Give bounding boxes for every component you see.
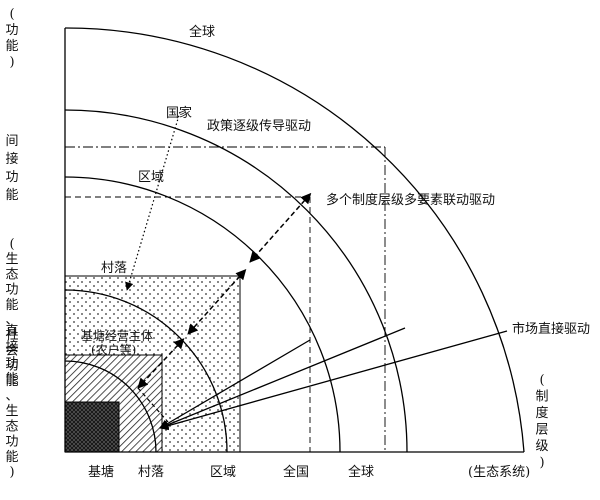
axis-left-eco-social-char: 功 — [5, 435, 18, 450]
entity-sublabel: (农户等) — [91, 342, 136, 357]
market-arrow-1 — [159, 330, 508, 431]
axis-left-eco-social-char: 功 — [5, 359, 18, 374]
axis-left-top-char: 功 — [5, 23, 18, 38]
axis-left-eco-social-char: 态 — [5, 267, 18, 282]
arc-label-region: 区域 — [138, 170, 164, 185]
axis-left-top-char: ) — [9, 55, 14, 70]
arc-village — [64, 289, 228, 453]
axis-left-eco-social-char: 生 — [5, 252, 18, 267]
axis-left-eco-social-char: 社 — [5, 327, 18, 343]
axis-right-char: 度 — [535, 405, 548, 421]
axis-left-eco-social-char: 能 — [5, 298, 18, 313]
axis-left-eco-social-char: 态 — [5, 419, 18, 434]
axis-left-eco-social-char: 、 — [5, 313, 18, 328]
axis-left-top-char: ( — [9, 7, 14, 22]
bottom-label: 全球 — [348, 464, 374, 480]
axis-right-char: ) — [539, 456, 544, 471]
multi-label: 多个制度层级多要素联动驱动 — [326, 192, 495, 208]
market-arrow-3 — [159, 339, 311, 429]
axis-left-eco-social-char: 、 — [5, 389, 18, 404]
market-arrow-2 — [159, 327, 406, 430]
bottom-label: 村落 — [138, 465, 164, 480]
multi-arrow-1 — [249, 192, 312, 263]
arc-global — [64, 27, 525, 453]
axis-right-char: ( — [539, 373, 544, 388]
pond-crosshatch-square — [64, 401, 120, 453]
bottom-label: (生态系统) — [468, 465, 530, 480]
bottom-label: 区域 — [210, 465, 236, 480]
bottom-label: 基塘 — [88, 464, 114, 480]
axis-left-indirect-char: 能 — [5, 188, 18, 203]
axis-left-eco-social-char: 能 — [5, 374, 18, 389]
right-axis-label: ( 制度层级) — [535, 373, 548, 471]
arc-label-village: 村落 — [101, 261, 127, 276]
arc-label-nation: 国家 — [166, 105, 192, 121]
axis-left-direct-char: 能 — [5, 372, 18, 387]
axis-left-direct-char: 功 — [5, 356, 18, 371]
axis-left-direct-char: 直 — [5, 324, 18, 339]
multi-arrow-tail — [137, 387, 169, 423]
multi-arrow-2 — [187, 268, 247, 335]
arc-pond — [64, 360, 157, 453]
axis-left-indirect-char: 接 — [5, 151, 18, 167]
axis-left-top-char: 能 — [5, 39, 18, 54]
policy-arrow — [125, 111, 181, 291]
axis-right-char: 层 — [535, 423, 548, 438]
axis-left-indirect-char: 间 — [5, 134, 18, 149]
bottom-label: 全国 — [283, 464, 309, 480]
axis-left-eco-social-char: ) — [9, 465, 14, 480]
policy-label: 政策逐级传导驱动 — [207, 118, 311, 134]
bottom-labels: 基塘 村落 区域 全国 全球 (生态系统) — [88, 464, 530, 480]
axis-left-eco-social-char: ( — [9, 237, 14, 252]
axis-left-indirect-char: 功 — [5, 170, 18, 185]
axis-left-direct-char: 接 — [5, 339, 18, 355]
entity-label: 基塘经营主体 — [81, 328, 153, 343]
axis-right-char: 制 — [535, 390, 548, 405]
axis-left-eco-social-char: 会 — [5, 343, 18, 358]
market-label: 市场直接驱动 — [512, 321, 590, 337]
multi-arrow-3 — [137, 338, 185, 389]
arc-label-global: 全球 — [189, 24, 215, 40]
axis-left-eco-social-char: 功 — [5, 283, 18, 298]
axis-right-char: 级 — [535, 439, 548, 454]
axis-left-eco-social-char: 生 — [5, 404, 18, 419]
axis-left-eco-social-char: 能 — [5, 450, 18, 465]
